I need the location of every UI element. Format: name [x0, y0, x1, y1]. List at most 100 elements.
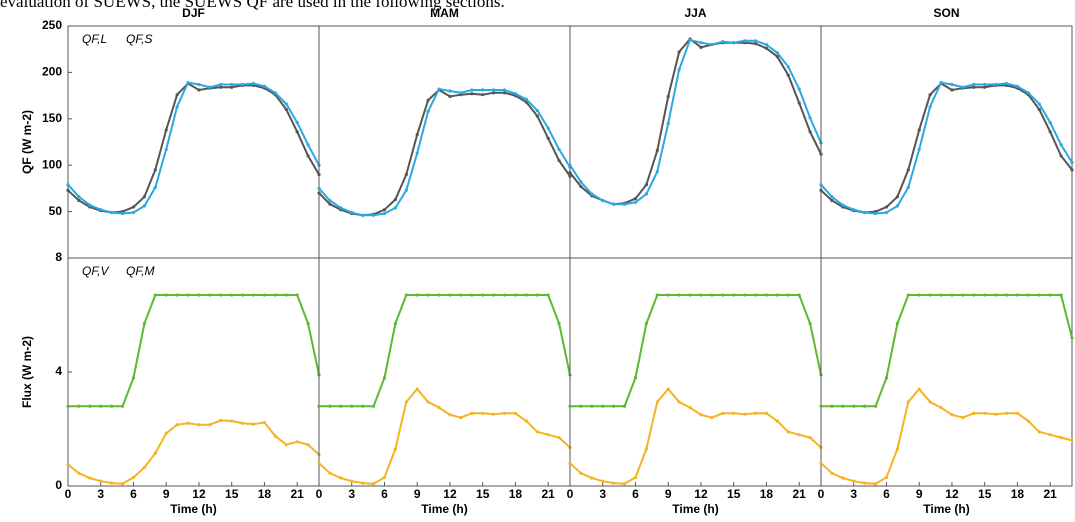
series-marker: [775, 419, 779, 423]
y-tick-label: 250: [42, 18, 62, 32]
series-marker: [873, 211, 878, 216]
series-marker: [131, 475, 136, 480]
series-marker: [241, 421, 245, 425]
series-marker: [983, 293, 987, 297]
series-marker: [371, 482, 376, 486]
series-marker: [906, 293, 910, 297]
series-marker: [230, 85, 234, 89]
series-marker: [273, 293, 277, 297]
series-marker: [568, 404, 572, 408]
series-marker: [110, 404, 114, 408]
series-line: [820, 387, 1073, 485]
series-marker: [492, 91, 496, 95]
x-tick-label: 15: [476, 487, 490, 501]
series-marker: [841, 404, 845, 408]
panel-frame: [820, 25, 1073, 259]
series-marker: [1015, 293, 1020, 297]
series-marker: [786, 293, 790, 297]
series-marker: [459, 416, 463, 420]
series-marker: [1070, 438, 1074, 442]
series-marker: [197, 88, 201, 92]
series-marker: [273, 91, 277, 95]
x-tick-label: 21: [792, 487, 806, 501]
x-tick-label: 6: [632, 487, 639, 501]
series-marker: [1037, 430, 1041, 434]
x-tick-label: 3: [850, 487, 857, 501]
series-marker: [622, 202, 627, 206]
series-marker: [939, 406, 943, 410]
series-marker: [601, 404, 605, 408]
series-marker: [350, 210, 354, 215]
series-marker: [710, 42, 714, 47]
y-tick-label: 150: [42, 111, 62, 125]
series-marker: [142, 195, 146, 199]
series-marker: [437, 293, 441, 297]
series-marker: [382, 475, 387, 480]
series-marker: [710, 293, 714, 297]
series-marker: [677, 68, 681, 72]
series-marker: [710, 416, 714, 420]
x-tick-label: 6: [130, 487, 137, 501]
series-marker: [579, 180, 583, 184]
series-marker: [1004, 81, 1009, 86]
series-marker: [819, 461, 823, 465]
series-marker: [470, 88, 474, 92]
series-marker: [535, 108, 539, 113]
x-tick-label: 18: [760, 487, 774, 501]
series-marker: [306, 143, 310, 147]
series-marker: [66, 463, 70, 467]
series-line: [67, 82, 320, 214]
series-marker: [513, 293, 518, 297]
series-marker: [350, 404, 354, 408]
series-marker: [906, 185, 910, 190]
series-marker: [99, 208, 103, 212]
series-marker: [66, 404, 70, 408]
series-marker: [120, 482, 125, 486]
series-marker: [743, 293, 747, 297]
series-marker: [732, 411, 736, 415]
series-marker: [241, 82, 245, 87]
y-tick-label: 4: [55, 364, 62, 378]
series-marker: [568, 163, 572, 167]
series-marker: [382, 376, 387, 380]
series-marker: [753, 411, 758, 415]
series-marker: [382, 208, 387, 212]
series-marker: [393, 197, 397, 202]
series-marker: [66, 183, 70, 187]
series-marker: [448, 413, 452, 417]
series-marker: [906, 400, 910, 404]
series-marker: [950, 88, 954, 92]
series-marker: [808, 130, 812, 134]
series-marker: [819, 404, 823, 408]
series-marker: [972, 411, 976, 415]
series-marker: [797, 87, 801, 91]
series-marker: [655, 293, 659, 297]
series-marker: [295, 293, 299, 297]
series-line: [570, 294, 822, 408]
series-line: [67, 419, 320, 485]
series-marker: [317, 404, 321, 408]
series-marker: [972, 82, 976, 87]
series-marker: [273, 434, 277, 438]
series-marker: [797, 101, 801, 105]
series-marker: [612, 481, 616, 485]
series-marker: [1059, 143, 1063, 147]
series-marker: [77, 195, 81, 199]
series-marker: [219, 82, 223, 87]
series-marker: [579, 184, 583, 189]
series-marker: [99, 479, 103, 483]
x-tick-label: 0: [316, 487, 323, 501]
series-marker: [721, 40, 725, 44]
x-tick-label: 12: [945, 487, 959, 501]
series-marker: [535, 430, 539, 434]
series-marker: [502, 293, 507, 297]
panel-frame: [820, 257, 1073, 487]
series-marker: [1015, 411, 1020, 415]
series-marker: [764, 46, 769, 50]
series-marker: [404, 293, 408, 297]
series-marker: [448, 94, 452, 99]
y-tick-label: 100: [42, 157, 62, 171]
series-marker: [797, 433, 801, 437]
series-marker: [164, 147, 168, 152]
series-marker: [470, 293, 474, 297]
